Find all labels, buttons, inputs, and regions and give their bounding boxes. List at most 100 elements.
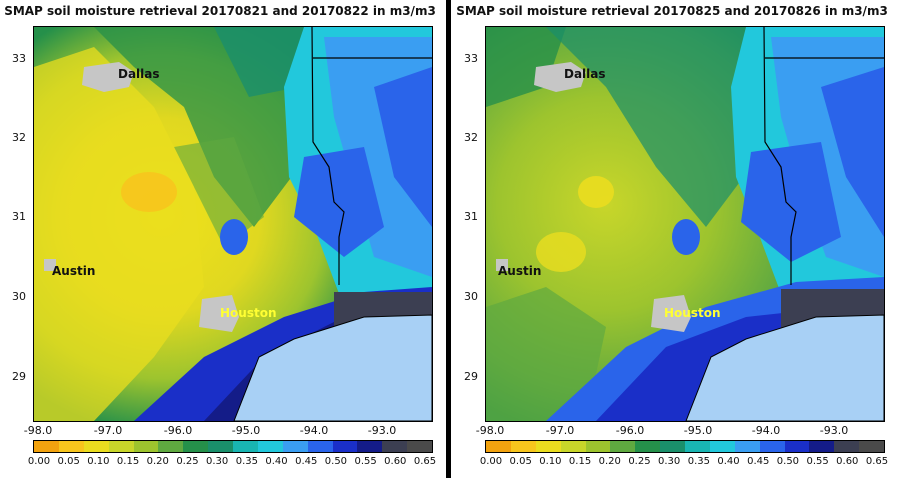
lat-tick: 32 xyxy=(12,131,26,144)
colorbar-tick-label: 0.10 xyxy=(539,456,562,467)
colorbar-swatch xyxy=(709,441,735,452)
lon-tick: -94.0 xyxy=(299,424,329,437)
colorbar-swatch xyxy=(535,441,561,452)
lat-tick: 32 xyxy=(464,131,478,144)
city-label-houston: Houston xyxy=(220,306,277,320)
colorbar-tick-label: 0.55 xyxy=(354,456,377,467)
colorbar-tick-label: 0.50 xyxy=(776,456,800,467)
colorbar-tick-label: 0.35 xyxy=(687,456,710,467)
dallas-urban-area xyxy=(82,62,134,92)
colorbar-tick-label: 0.45 xyxy=(747,456,770,467)
colorbar-swatch xyxy=(486,441,511,452)
colorbar-swatch xyxy=(510,441,536,452)
colorbar-swatch xyxy=(585,441,611,452)
colorbar-swatch xyxy=(208,441,233,452)
colorbar-swatch xyxy=(83,441,109,452)
colorbar-swatch xyxy=(257,441,283,452)
colorbar-swatch xyxy=(183,441,209,452)
houston-urban-area xyxy=(199,295,239,332)
colorbar-swatch xyxy=(834,441,860,452)
colorbar-swatch xyxy=(859,441,884,452)
map-panel-right: SMAP soil moisture retrieval 20170825 an… xyxy=(452,0,892,478)
lat-tick: 30 xyxy=(12,290,26,303)
lon-tick: -94.0 xyxy=(751,424,781,437)
lon-tick: -96.0 xyxy=(615,424,645,437)
colorbar-tick-label: 0.30 xyxy=(206,456,229,467)
dallas-urban-area xyxy=(534,62,586,92)
lat-tick: 29 xyxy=(12,370,26,383)
lon-tick: -93.0 xyxy=(819,424,849,437)
lon-tick: -95.0 xyxy=(231,424,261,437)
colorbar-tick-label: 0.00 xyxy=(479,456,503,467)
colorbar-tick-label: 0.15 xyxy=(116,456,140,467)
colorbar-swatch xyxy=(759,441,785,452)
colorbar-swatch xyxy=(282,441,308,452)
city-label-austin: Austin xyxy=(52,264,96,278)
lon-tick: -96.0 xyxy=(163,424,193,437)
colorbar-tick-label: 0.25 xyxy=(628,456,651,467)
colorbar-tick-label: 0.50 xyxy=(324,456,348,467)
colorbar-swatch xyxy=(233,441,258,452)
lat-tick: 30 xyxy=(464,290,478,303)
colorbar-swatch xyxy=(108,441,134,452)
lat-tick: 31 xyxy=(12,210,26,223)
colorbar-tick-label: 0.45 xyxy=(295,456,318,467)
lon-tick: -95.0 xyxy=(683,424,713,437)
map-graphic xyxy=(486,27,884,421)
city-label-dallas: Dallas xyxy=(118,67,160,81)
panel-title: SMAP soil moisture retrieval 20170821 an… xyxy=(4,4,436,18)
colorbar-tick-label: 0.60 xyxy=(384,456,407,467)
colorbar-tick-label: 0.60 xyxy=(836,456,859,467)
colorbar-tick-label: 0.40 xyxy=(717,456,740,467)
colorbar-swatch xyxy=(734,441,760,452)
colorbar-tick-label: 0.30 xyxy=(658,456,681,467)
austin-urban-area xyxy=(44,259,56,271)
map-panel-left: SMAP soil moisture retrieval 20170821 an… xyxy=(0,0,440,478)
colorbar-tick-label: 0.15 xyxy=(568,456,592,467)
colorbar-tick-label: 0.05 xyxy=(57,456,80,467)
colorbar-swatch xyxy=(635,441,661,452)
colorbar-tick-label: 0.35 xyxy=(235,456,258,467)
city-label-houston: Houston xyxy=(664,306,721,320)
colorbar-swatch xyxy=(332,441,358,452)
lat-tick: 29 xyxy=(464,370,478,383)
colorbar-swatch xyxy=(407,441,432,452)
colorbar-swatch xyxy=(58,441,84,452)
colorbar-swatch xyxy=(809,441,835,452)
lon-tick: -97.0 xyxy=(93,424,123,437)
colorbar xyxy=(33,440,433,453)
colorbar-swatch xyxy=(158,441,184,452)
soil-moisture-map xyxy=(33,26,433,422)
colorbar-swatch xyxy=(784,441,810,452)
lon-tick: -98.0 xyxy=(23,424,53,437)
colorbar-swatch xyxy=(307,441,333,452)
colorbar-swatch xyxy=(133,441,159,452)
lat-tick: 31 xyxy=(464,210,478,223)
colorbar-tick-label: 0.10 xyxy=(87,456,110,467)
colorbar-tick-label: 0.40 xyxy=(265,456,288,467)
colorbar-tick-label: 0.20 xyxy=(146,456,169,467)
panel-title: SMAP soil moisture retrieval 20170825 an… xyxy=(456,4,888,18)
lat-tick: 33 xyxy=(464,52,478,65)
soil-moisture-map xyxy=(485,26,885,422)
lon-tick: -93.0 xyxy=(367,424,397,437)
city-label-austin: Austin xyxy=(498,264,542,278)
houston-urban-area xyxy=(651,295,691,332)
lon-tick: -98.0 xyxy=(475,424,505,437)
lat-tick: 33 xyxy=(12,52,26,65)
colorbar-tick-label: 0.55 xyxy=(806,456,829,467)
map-graphic xyxy=(34,27,432,421)
panel-divider xyxy=(446,0,451,478)
colorbar-swatch xyxy=(34,441,59,452)
colorbar-swatch xyxy=(560,441,586,452)
colorbar-swatch xyxy=(610,441,636,452)
colorbar-tick-label: 0.20 xyxy=(598,456,621,467)
colorbar-tick-label: 0.65 xyxy=(413,456,437,467)
austin-urban-area xyxy=(496,259,508,271)
colorbar-swatch xyxy=(357,441,383,452)
colorbar-swatch xyxy=(685,441,710,452)
colorbar-tick-label: 0.65 xyxy=(865,456,889,467)
colorbar-tick-label: 0.05 xyxy=(509,456,532,467)
colorbar-swatch xyxy=(382,441,408,452)
city-label-dallas: Dallas xyxy=(564,67,606,81)
